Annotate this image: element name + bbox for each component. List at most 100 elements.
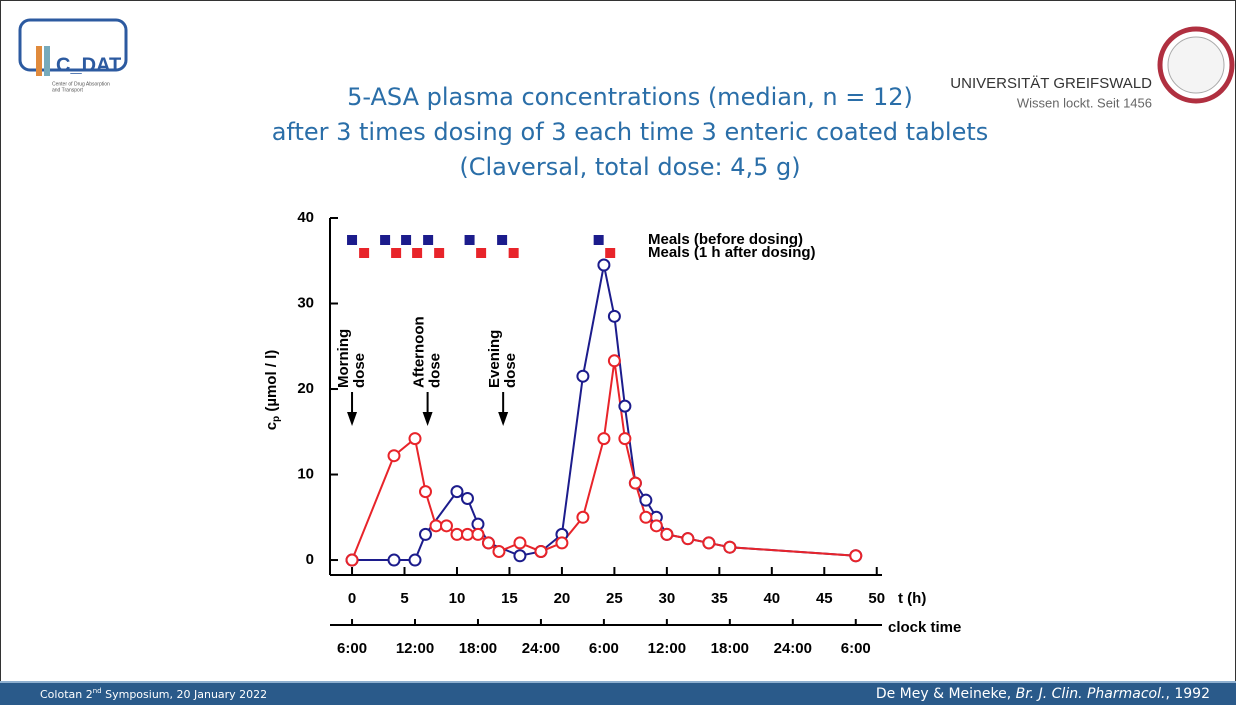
annotation-text: Evening [486, 330, 503, 388]
meal-marker [359, 248, 370, 258]
x2-tick-label: 6:00 [589, 640, 619, 657]
logo-bar [44, 46, 50, 76]
data-point [555, 536, 569, 550]
meal-marker [508, 248, 519, 258]
footer-journal: Br. J. Clin. Pharmacol. [1016, 686, 1166, 702]
y-axis-label: cp (µmol / l) [263, 350, 282, 431]
y-tick-label: 20 [297, 380, 314, 397]
data-point [429, 519, 443, 533]
y-tick-label: 10 [297, 465, 314, 482]
meal-marker [476, 248, 487, 258]
x-tick-label: 40 [763, 590, 780, 607]
x-tick-label: 0 [348, 590, 356, 607]
x-tick-label: 30 [659, 590, 676, 607]
logo-frame [18, 18, 128, 72]
x-tick-label: 10 [449, 590, 466, 607]
logo-name: C_DAT [56, 54, 121, 76]
data-point [408, 432, 422, 446]
data-point [471, 527, 485, 541]
footer-right: De Mey & Meineke, Br. J. Clin. Pharmacol… [876, 686, 1210, 702]
x-tick-label: 35 [711, 590, 728, 607]
data-point [387, 553, 401, 567]
footer-text: Colotan 2 [40, 688, 93, 701]
data-point [723, 540, 737, 554]
data-point [607, 354, 621, 368]
annotation-arrowhead [347, 412, 358, 426]
x2-tick-label: 12:00 [396, 640, 434, 657]
data-point [576, 369, 590, 383]
annotation-text: dose [502, 353, 519, 388]
data-point [481, 536, 495, 550]
x-tick-label: 25 [606, 590, 623, 607]
y-tick-label: 30 [297, 294, 314, 311]
data-point [849, 549, 863, 563]
y-tick-label: 40 [297, 209, 314, 226]
footer-left: Colotan 2nd Symposium, 20 January 2022 [40, 687, 267, 701]
data-point [576, 510, 590, 524]
x2-tick-label: 24:00 [774, 640, 812, 657]
data-point [460, 491, 474, 505]
data-point [513, 536, 527, 550]
y-label-rest: (µmol / l) [263, 350, 280, 416]
meal-marker [391, 248, 402, 258]
title-line: after 3 times dosing of 3 each time 3 en… [272, 118, 989, 146]
meal-marker [434, 248, 445, 258]
data-point [418, 485, 432, 499]
x2-tick-label: 18:00 [711, 640, 749, 657]
data-point [387, 449, 401, 463]
logo-bar [36, 46, 42, 76]
legend-label: Meals (before dosing) [648, 231, 803, 248]
meal-marker [380, 235, 391, 245]
meal-marker [464, 235, 475, 245]
seal-ring [1157, 26, 1235, 104]
footer-text: Symposium, 20 January 2022 [102, 688, 268, 701]
meal-marker [497, 235, 508, 245]
x2-tick-label: 12:00 [648, 640, 686, 657]
legend-label: Meals (1 h after dosing) [648, 244, 816, 261]
footer-line [0, 681, 1236, 683]
data-point [639, 510, 653, 524]
y-label-main: c [263, 422, 280, 430]
annotation-arrowhead [498, 412, 509, 426]
meal-marker [412, 248, 423, 258]
data-point [618, 432, 632, 446]
x-tick-label: 20 [554, 590, 571, 607]
title-line: 5-ASA plasma concentrations (median, n =… [347, 83, 913, 111]
x-tick-label: 5 [400, 590, 408, 607]
annotation-arrowhead [422, 412, 433, 426]
data-point [439, 519, 453, 533]
data-point [681, 532, 695, 546]
data-point [513, 549, 527, 563]
footer-bar [0, 683, 1236, 705]
annotation-text: Afternoon [411, 316, 428, 388]
data-point [597, 258, 611, 272]
x2-tick-label: 6:00 [337, 640, 367, 657]
meal-marker [401, 235, 412, 245]
data-point [628, 476, 642, 490]
x-tick-label: 15 [501, 590, 518, 607]
y-tick-label: 0 [306, 551, 314, 568]
meal-marker [347, 235, 358, 245]
y-label-sub: p [271, 416, 282, 422]
logo-subtitle: and Transport [52, 87, 83, 93]
data-point [418, 527, 432, 541]
x2-tick-label: 18:00 [459, 640, 497, 657]
annotation-text: dose [427, 353, 444, 388]
x-tick-label: 50 [868, 590, 885, 607]
title-line: (Claversal, total dose: 4,5 g) [459, 153, 800, 181]
annotation-text: Morning [335, 329, 352, 388]
university-name: UNIVERSITÄT GREIFSWALD [950, 75, 1152, 92]
meal-marker [593, 235, 604, 245]
data-point [639, 493, 653, 507]
x2-axis-label: clock time [888, 619, 961, 636]
data-point [597, 432, 611, 446]
data-point [702, 536, 716, 550]
university-motto: Wissen lockt. Seit 1456 [1017, 95, 1152, 110]
data-point [649, 519, 663, 533]
data-point [492, 544, 506, 558]
data-point [660, 527, 674, 541]
footer-text: , 1992 [1165, 686, 1210, 702]
data-point [618, 399, 632, 413]
logo-subtitle: Center of Drug Absorption [52, 81, 110, 87]
